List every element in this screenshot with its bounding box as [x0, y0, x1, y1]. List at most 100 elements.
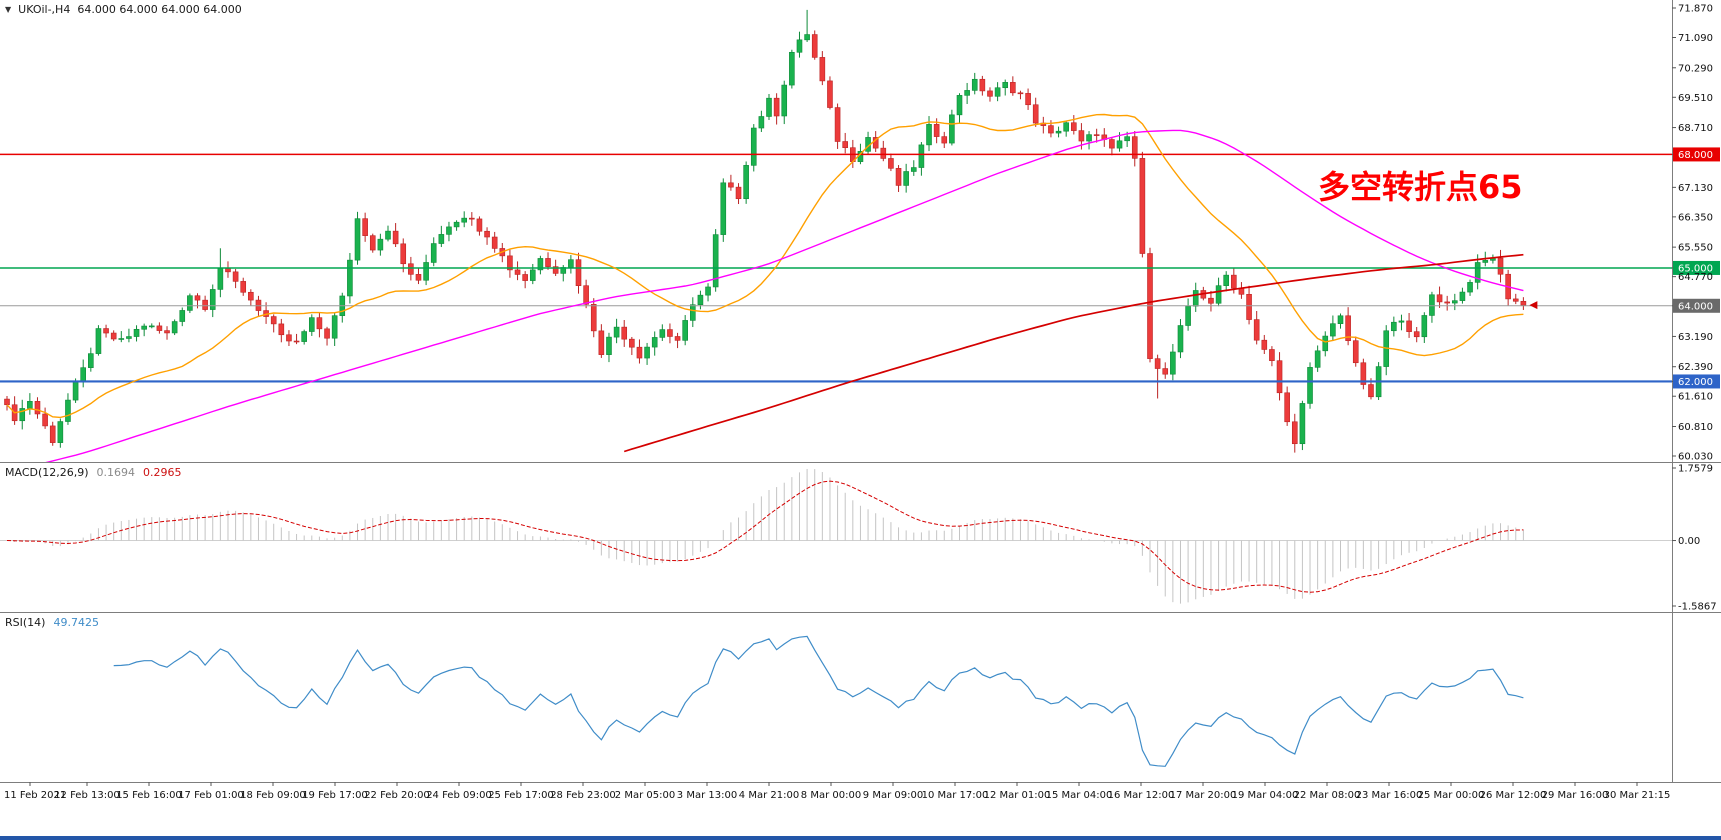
- candle-body: [156, 325, 163, 331]
- price-axis-label: 71.870: [1678, 4, 1713, 15]
- candle-body: [1429, 294, 1435, 316]
- candle-body: [1177, 325, 1184, 353]
- time-axis-label: 22 Feb 20:00: [364, 790, 430, 801]
- price-axis-label: 64.770: [1678, 272, 1713, 283]
- time-axis-label: 30 Mar 21:15: [1604, 790, 1671, 801]
- macd-indicator-label: MACD(12,26,9) 0.1694 0.2965: [5, 466, 182, 479]
- candle-body: [34, 401, 41, 415]
- price-axis-label: 65.550: [1678, 243, 1713, 254]
- candle-body: [1307, 367, 1313, 404]
- candle-body: [667, 329, 673, 337]
- candle-body: [766, 97, 772, 117]
- candle-body: [1330, 323, 1336, 337]
- symbol-header: ▼ UKOil-,H4 64.000 64.000 64.000 64.000: [5, 3, 242, 16]
- candle-body: [804, 34, 810, 41]
- macd-value-main: 0.1694: [96, 466, 136, 479]
- candle-body: [1162, 368, 1169, 375]
- candle-body: [461, 217, 468, 223]
- candle-body: [933, 124, 940, 137]
- candle-body: [4, 398, 10, 406]
- candle-body: [1215, 285, 1222, 304]
- candle-body: [629, 338, 635, 348]
- candle-body: [1131, 136, 1138, 159]
- candle-body: [1116, 140, 1123, 149]
- candle-body: [308, 317, 315, 332]
- candle-body: [956, 95, 963, 116]
- candle-body: [1345, 315, 1351, 341]
- candle-body: [126, 336, 132, 339]
- price-axis-label: 68.710: [1678, 123, 1713, 134]
- candle-body: [110, 332, 117, 340]
- ma-mid-line: [45, 129, 1524, 462]
- candle-body: [552, 266, 559, 274]
- macd-axis-label: -1.5867: [1678, 602, 1717, 613]
- candle-body: [613, 326, 620, 338]
- candle-body: [735, 186, 742, 200]
- candle-body: [240, 281, 247, 293]
- candle-body: [278, 323, 285, 336]
- candle-body: [187, 295, 193, 311]
- candle-body: [362, 218, 368, 236]
- candle-body: [27, 401, 33, 409]
- candle-body: [1322, 335, 1329, 352]
- price-axis-label: 62.390: [1678, 362, 1713, 373]
- candle-body: [507, 255, 513, 271]
- candle-body: [430, 243, 437, 263]
- time-axis-label: 16 Mar 12:00: [1108, 790, 1175, 801]
- ma-fast-line: [6, 113, 1524, 419]
- time-axis-label: 23 Mar 16:00: [1356, 790, 1423, 801]
- candle-body: [141, 325, 147, 330]
- candle-body: [88, 353, 94, 368]
- symbol-dropdown-icon[interactable]: ▼: [5, 5, 12, 14]
- candle-body: [1314, 350, 1321, 368]
- candle-body: [781, 84, 788, 117]
- candle-body: [1421, 315, 1428, 338]
- candle-body: [1002, 82, 1009, 89]
- candle-body: [331, 315, 338, 339]
- candle-body: [72, 381, 79, 401]
- price-axis-label: 63.190: [1678, 332, 1713, 343]
- candle-body: [1360, 362, 1367, 385]
- main-price-panel[interactable]: [0, 9, 1672, 472]
- candle-body: [743, 165, 749, 200]
- candle-body: [202, 299, 208, 310]
- candle-body: [1452, 300, 1458, 304]
- candle-body: [1139, 158, 1146, 254]
- candle-body: [469, 217, 475, 220]
- candle-body: [895, 168, 902, 186]
- candle-body: [1246, 294, 1252, 320]
- candle-body: [621, 326, 628, 340]
- current-price-marker: [1529, 301, 1538, 310]
- time-axis-label: 24 Feb 09:00: [426, 790, 492, 801]
- candle-body: [42, 413, 48, 427]
- candle-body: [964, 90, 970, 96]
- candle-body: [644, 346, 650, 359]
- candle-body: [1025, 93, 1031, 106]
- candle-body: [171, 321, 178, 334]
- candle-body: [697, 294, 704, 306]
- candle-body: [910, 167, 917, 172]
- candle-body: [1017, 92, 1024, 95]
- price-axis-label: 69.510: [1678, 93, 1713, 104]
- candle-body: [1154, 358, 1161, 369]
- rsi-line: [113, 635, 1524, 767]
- candle-body: [606, 336, 612, 355]
- candle-body: [1086, 134, 1092, 142]
- candle-body: [194, 295, 201, 301]
- candle-body: [392, 230, 399, 245]
- time-axis-label: 10 Mar 17:00: [922, 790, 989, 801]
- candle-body: [1010, 82, 1016, 94]
- candle-body: [949, 114, 955, 144]
- time-axis-label: 12 Mar 01:00: [984, 790, 1051, 801]
- candle-body: [438, 234, 445, 244]
- price-axis-label: 60.810: [1678, 422, 1713, 433]
- candle-body: [95, 328, 102, 354]
- candle-body: [1413, 331, 1420, 338]
- candle-body: [834, 107, 841, 142]
- candle-body: [423, 262, 429, 281]
- macd-panel[interactable]: [0, 468, 1672, 604]
- macd-signal-line: [6, 480, 1524, 593]
- rsi-panel[interactable]: [113, 635, 1524, 767]
